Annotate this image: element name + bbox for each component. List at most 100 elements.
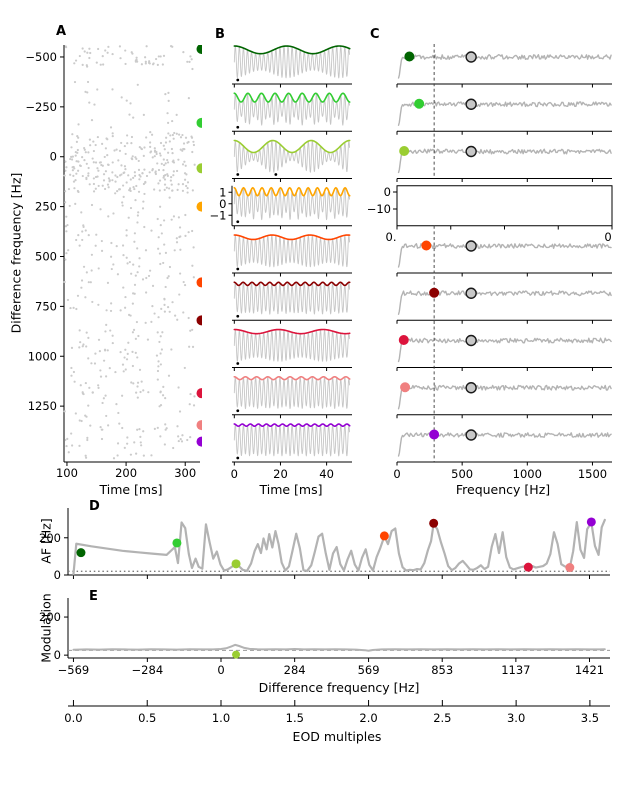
- b-marker-dot: [236, 78, 240, 82]
- raster-spike: [64, 169, 67, 172]
- raster-spike: [180, 440, 184, 443]
- raster-spike: [163, 148, 166, 151]
- raster-spike: [191, 189, 194, 192]
- e-x-tick-label: 0: [217, 663, 224, 677]
- raster-spike: [147, 274, 151, 278]
- b-marker-dot: [236, 456, 240, 460]
- d-dot-lightcoral: [565, 563, 575, 573]
- raster-spike: [155, 152, 158, 156]
- raster-spike: [142, 389, 145, 392]
- raster-spike: [101, 401, 104, 405]
- c-dot-yellowgreen: [399, 146, 410, 156]
- raster-spike: [83, 146, 86, 150]
- raster-spike: [87, 357, 90, 360]
- raster-spike: [71, 444, 74, 447]
- raster-spike: [176, 318, 179, 321]
- b-envelope-lightcoral: [233, 375, 351, 381]
- raster-spike: [71, 155, 74, 158]
- raster-spike: [111, 161, 114, 164]
- raster-spike: [159, 224, 162, 227]
- raster-spike: [96, 135, 99, 139]
- raster-spike: [91, 157, 94, 160]
- raster-spike: [87, 404, 90, 407]
- raster-spike: [168, 140, 171, 143]
- raster-spike: [130, 381, 133, 384]
- raster-spike: [92, 182, 96, 186]
- raster-spike: [106, 163, 110, 166]
- raster-spike: [182, 51, 185, 54]
- raster-spike: [102, 173, 106, 176]
- raster-spike: [151, 284, 155, 287]
- raster-spike: [124, 168, 127, 171]
- b-envelope-darkgreen: [233, 45, 351, 55]
- raster-spike: [126, 134, 129, 137]
- raster-spike: [133, 187, 136, 191]
- panel-e-ylabel: Modulation: [38, 593, 54, 663]
- raster-spike: [136, 60, 139, 63]
- d-dot-limegreen: [172, 538, 182, 548]
- raster-spike: [159, 141, 163, 145]
- raster-spike: [156, 162, 159, 165]
- raster-spike: [74, 202, 77, 206]
- raster-spike: [181, 189, 185, 192]
- raster-spike: [76, 189, 79, 193]
- raster-spike: [66, 223, 69, 227]
- raster-spike: [135, 320, 139, 324]
- c-eod-circle-row2: [465, 98, 477, 110]
- raster-spike: [144, 60, 147, 63]
- raster-spike: [169, 134, 172, 137]
- c-x-tick-label: 1500: [578, 467, 607, 481]
- raster-spike: [70, 155, 73, 158]
- raster-spike: [91, 300, 94, 304]
- raster-spike: [128, 260, 131, 264]
- raster-spike: [125, 181, 128, 184]
- raster-spike: [138, 257, 141, 260]
- raster-spike: [132, 116, 135, 119]
- a-dot-orangered: [196, 277, 202, 288]
- raster-spike: [190, 58, 193, 61]
- raster-spike: [186, 60, 189, 63]
- raster-spike: [65, 230, 68, 233]
- raster-spike: [63, 174, 66, 177]
- raster-spike: [172, 137, 175, 140]
- raster-spike: [70, 432, 73, 435]
- raster-spike: [84, 454, 87, 457]
- raster-spike: [158, 405, 161, 408]
- raster-spike: [189, 55, 192, 58]
- raster-spike: [99, 208, 102, 211]
- raster-spike: [84, 381, 87, 385]
- raster-spike: [129, 453, 133, 456]
- raster-spike: [106, 138, 109, 141]
- raster-spike: [158, 152, 162, 155]
- raster-spike: [155, 150, 158, 154]
- e-x-tick-label: 284: [284, 663, 306, 677]
- b-envelope-crimson: [233, 328, 351, 335]
- c-response-curve-row3: [397, 148, 612, 174]
- raster-spike: [138, 368, 142, 371]
- a-dot-crimson: [196, 388, 202, 399]
- raster-spike: [170, 147, 173, 151]
- raster-spike: [133, 232, 136, 235]
- eod-tick-label: 2.0: [359, 711, 377, 725]
- raster-spike: [156, 378, 159, 381]
- raster-spike: [85, 177, 88, 181]
- raster-spike: [105, 309, 108, 312]
- raster-spike: [125, 229, 128, 232]
- raster-spike: [164, 423, 167, 426]
- raster-spike: [89, 144, 92, 147]
- raster-spike: [116, 442, 120, 445]
- c-dot-limegreen: [414, 98, 425, 109]
- raster-spike: [71, 169, 74, 172]
- raster-spike: [149, 150, 153, 153]
- raster-spike: [140, 380, 143, 383]
- raster-spike: [114, 370, 117, 374]
- raster-spike: [135, 452, 138, 455]
- raster-spike: [119, 57, 122, 60]
- b-marker-dot: [236, 125, 240, 129]
- raster-spike: [97, 47, 100, 51]
- raster-spike: [124, 348, 127, 351]
- raster-spike: [186, 191, 189, 194]
- raster-spike: [94, 352, 97, 355]
- b-row4-y-tick-label: −1: [210, 208, 227, 222]
- raster-spike: [127, 313, 131, 317]
